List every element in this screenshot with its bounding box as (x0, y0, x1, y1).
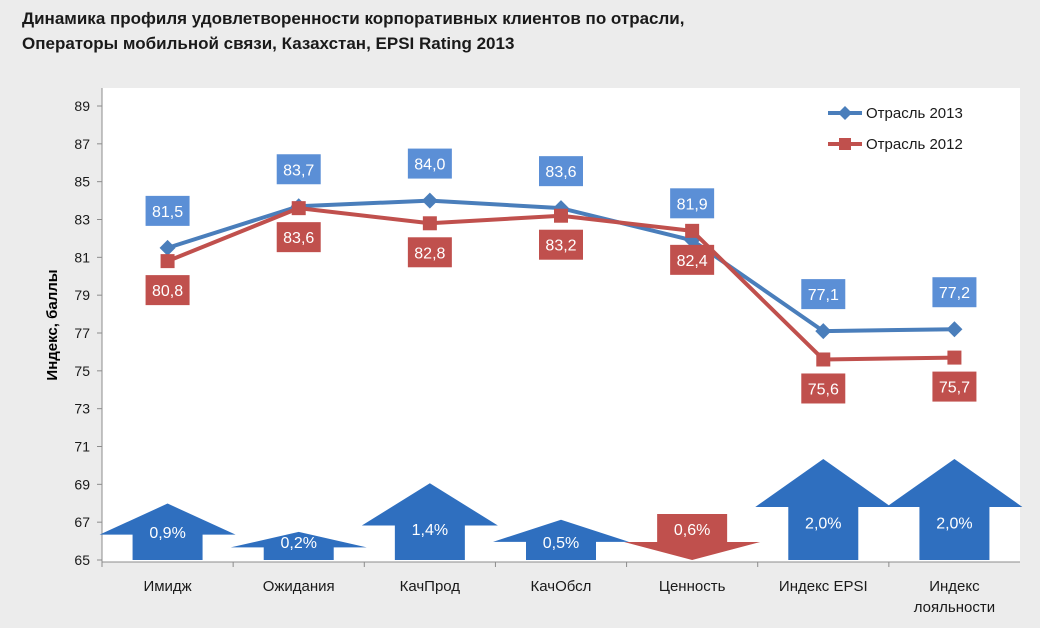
series-point-2012 (685, 223, 700, 238)
series-point-2013 (159, 239, 176, 256)
y-axis-label: Индекс, баллы (44, 269, 61, 380)
data-label: 81,5 (152, 204, 183, 221)
x-tick-label: КачОбсл (531, 578, 592, 595)
data-label: 80,8 (152, 283, 183, 300)
series-point-2012 (422, 216, 437, 231)
data-label: 83,6 (545, 164, 576, 181)
legend-label: Отрасль 2013 (866, 105, 963, 122)
data-label-box (932, 371, 977, 402)
chart-title-line-1: Динамика профиля удовлетворенности корпо… (22, 9, 685, 28)
series-point-2012 (947, 350, 962, 365)
y-tick-label: 71 (74, 439, 90, 455)
y-tick-label: 79 (74, 287, 90, 303)
data-label: 77,2 (939, 285, 970, 302)
data-label-box (407, 148, 452, 179)
change-label: 0,5% (543, 535, 579, 552)
series-point-2012 (554, 208, 568, 223)
data-label-box (539, 156, 583, 187)
legend-marker (838, 106, 852, 120)
y-tick-label: 85 (74, 174, 90, 190)
data-label-box (145, 275, 190, 306)
legend-label: Отрасль 2012 (866, 136, 963, 153)
data-label: 83,6 (283, 230, 314, 247)
change-label: 0,9% (149, 525, 185, 542)
data-label: 82,8 (414, 245, 445, 262)
y-tick-label: 65 (74, 552, 90, 568)
series-point-2013 (815, 323, 832, 340)
data-label: 84,0 (414, 157, 445, 174)
chart-title-line-2: Операторы мобильной связи, Казахстан, EP… (22, 34, 515, 53)
data-label-box (276, 154, 321, 185)
chart-title: Динамика профиля удовлетворенности корпо… (22, 6, 684, 56)
data-label-box (670, 244, 715, 275)
series-point-2012 (160, 254, 175, 269)
legend-marker (839, 138, 851, 150)
y-tick-label: 81 (74, 249, 90, 265)
y-tick-label: 83 (74, 212, 90, 228)
data-label: 81,9 (677, 196, 708, 213)
change-label: 0,6% (674, 522, 710, 539)
change-arrow-up (361, 483, 498, 560)
x-tick-label: Ожидания (263, 578, 335, 595)
data-label-box (407, 237, 452, 268)
data-label-box (932, 277, 977, 308)
data-label: 75,6 (808, 381, 839, 398)
x-tick-label: КачПрод (400, 578, 461, 595)
series-point-2013 (421, 192, 438, 209)
y-tick-label: 67 (74, 514, 90, 530)
change-arrow-up (99, 503, 236, 560)
data-label-box (539, 229, 583, 260)
data-label: 83,7 (283, 162, 314, 179)
change-arrow-up (755, 459, 892, 560)
series-point-2013 (946, 321, 963, 338)
change-label: 0,2% (280, 535, 316, 552)
data-label: 77,1 (808, 287, 839, 304)
change-arrow-up (493, 519, 629, 560)
y-tick-label: 87 (74, 136, 90, 152)
change-label: 2,0% (936, 515, 972, 532)
y-tick-label: 77 (74, 325, 90, 341)
data-label-box (801, 373, 846, 404)
change-arrow-up (886, 459, 1023, 560)
change-label: 2,0% (805, 515, 841, 532)
y-tick-label: 75 (74, 363, 90, 379)
change-arrow-down (624, 514, 761, 560)
data-label-box (145, 195, 190, 226)
series-point-2012 (291, 201, 306, 216)
change-label: 1,4% (412, 522, 448, 539)
data-label: 83,2 (545, 238, 576, 255)
data-label-box (276, 222, 321, 253)
change-arrow-up (230, 531, 367, 560)
x-tick-label: Индекс лояльности (914, 578, 995, 616)
data-label-box (670, 188, 715, 219)
x-tick-label: Имидж (143, 578, 191, 595)
data-label: 75,7 (939, 380, 970, 397)
y-tick-label: 73 (74, 401, 90, 417)
x-tick-label: Ценность (659, 578, 726, 595)
x-tick-label: Индекс EPSI (779, 578, 868, 595)
y-tick-label: 69 (74, 476, 90, 492)
data-label-box (801, 279, 846, 310)
series-point-2012 (816, 352, 831, 367)
y-tick-label: 89 (74, 98, 90, 114)
data-label: 82,4 (677, 253, 708, 270)
